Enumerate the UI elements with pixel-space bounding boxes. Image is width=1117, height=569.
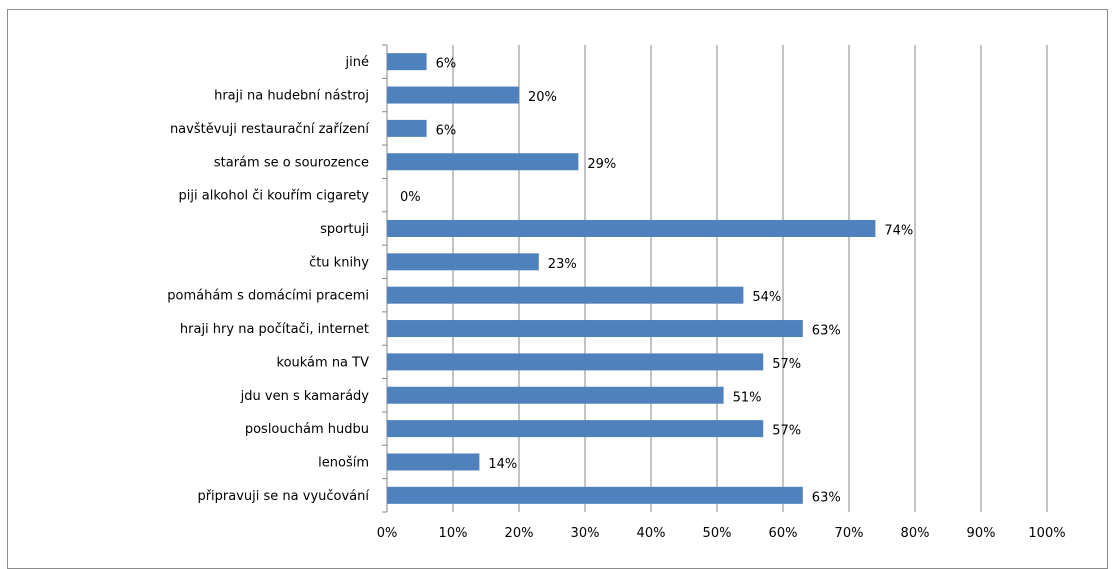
- x-tick-label: 10%: [439, 526, 468, 541]
- x-tick-label: 80%: [901, 526, 930, 541]
- category-label: koukám na TV: [277, 355, 370, 370]
- bar: [387, 153, 579, 171]
- data-label: 6%: [436, 57, 457, 72]
- x-tick-label: 30%: [571, 526, 600, 541]
- bar: [387, 53, 427, 71]
- bar: [387, 353, 764, 371]
- category-label: sportuji: [320, 222, 369, 237]
- x-tick-label: 0%: [377, 526, 398, 541]
- x-tick-label: 60%: [769, 526, 798, 541]
- x-tick-label: 50%: [703, 526, 732, 541]
- category-label: jiné: [345, 55, 369, 70]
- category-label: hraji hry na počítači, internet: [180, 322, 369, 337]
- category-label: pomáhám s domácími pracemi: [167, 289, 369, 304]
- category-label: piji alkohol či kouřím cigarety: [179, 189, 370, 204]
- data-label: 29%: [587, 157, 616, 172]
- bar: [387, 286, 744, 304]
- category-label: hraji na hudební nástroj: [214, 89, 369, 104]
- bar: [387, 119, 427, 137]
- x-tick-label: 70%: [835, 526, 864, 541]
- category-label: jdu ven s kamarády: [240, 389, 370, 404]
- data-label: 63%: [812, 324, 841, 339]
- data-label: 63%: [812, 490, 841, 505]
- x-tick-label: 100%: [1028, 526, 1065, 541]
- x-tick-label: 20%: [505, 526, 534, 541]
- category-label: starám se o sourozence: [214, 155, 369, 170]
- category-label: navštěvuji restaurační zařízení: [170, 122, 369, 137]
- data-label: 57%: [772, 357, 801, 372]
- data-label: 6%: [436, 123, 457, 138]
- data-label: 20%: [528, 90, 557, 105]
- bar: [387, 386, 724, 404]
- data-label: 0%: [400, 190, 421, 205]
- data-label: 74%: [884, 223, 913, 238]
- bar: [387, 86, 519, 104]
- bar: [387, 219, 876, 237]
- bar: [387, 453, 480, 471]
- bar: [387, 320, 803, 338]
- data-label: 23%: [548, 257, 577, 272]
- data-label: 54%: [752, 290, 781, 305]
- data-label: 14%: [488, 457, 517, 472]
- category-label: poslouchám hudbu: [245, 422, 369, 437]
- bar: [387, 253, 539, 271]
- category-label: čtu knihy: [309, 255, 369, 270]
- x-tick-label: 40%: [637, 526, 666, 541]
- bar: [387, 420, 764, 438]
- data-label: 51%: [733, 390, 762, 405]
- category-label: lenoším: [318, 455, 369, 470]
- category-label: připravuji se na vyučování: [197, 489, 369, 504]
- x-tick-label: 90%: [967, 526, 996, 541]
- data-label: 57%: [772, 424, 801, 439]
- bar: [387, 486, 803, 504]
